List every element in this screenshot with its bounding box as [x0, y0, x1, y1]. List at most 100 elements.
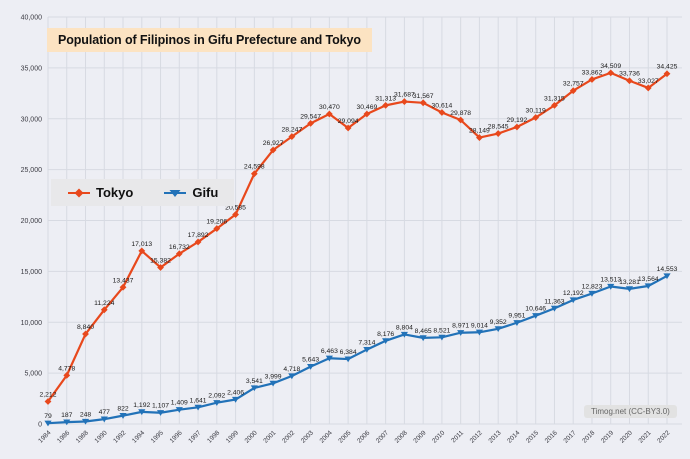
gifu-value-label: 12,823 — [582, 284, 603, 291]
tokyo-value-label: 30,470 — [319, 104, 340, 111]
tokyo-point-2010 — [438, 109, 446, 116]
tokyo-point-2005 — [344, 124, 352, 132]
tokyo-point-2015 — [532, 114, 540, 121]
gifu-point-2010 — [438, 334, 446, 341]
gifu-value-label: 5,643 — [302, 357, 319, 364]
chart-title: Population of Filipinos in Gifu Prefectu… — [47, 28, 372, 52]
tokyo-value-label: 34,509 — [600, 63, 621, 70]
tokyo-point-2016 — [551, 101, 558, 109]
tokyo-point-1986 — [63, 371, 71, 379]
gifu-point-2000 — [250, 385, 258, 392]
tokyo-value-label: 20,585 — [225, 205, 246, 212]
tokyo-value-label: 31,567 — [413, 93, 434, 100]
tokyo-point-1990 — [100, 306, 108, 314]
gifu-value-label: 248 — [80, 411, 92, 418]
y-tick-label: 30,000 — [21, 116, 43, 123]
tokyo-point-2013 — [494, 130, 502, 137]
tokyo-value-label: 31,687 — [394, 92, 415, 99]
gifu-point-2002 — [288, 373, 296, 380]
gifu-value-label: 8,804 — [396, 324, 413, 331]
tokyo-value-label: 33,736 — [619, 71, 640, 78]
gifu-value-label: 187 — [61, 412, 73, 419]
legend-item-tokyo: Tokyo — [67, 185, 133, 200]
tokyo-point-2007 — [382, 101, 390, 109]
tokyo-value-label: 29,878 — [450, 110, 471, 117]
tokyo-point-2017 — [569, 87, 577, 95]
tokyo-point-2021 — [644, 84, 652, 92]
tokyo-value-label: 34,425 — [657, 64, 678, 71]
gifu-value-label: 6,384 — [340, 349, 357, 356]
gifu-value-label: 9,951 — [508, 313, 525, 320]
tokyo-value-label: 2,212 — [39, 391, 56, 398]
gifu-point-2008 — [400, 331, 408, 338]
gifu-value-label: 8,176 — [377, 331, 394, 338]
gifu-point-1986 — [63, 419, 71, 426]
legend-label-gifu: Gifu — [192, 185, 219, 200]
gifu-point-2013 — [494, 326, 502, 333]
tokyo-value-label: 17,892 — [188, 232, 209, 239]
tokyo-value-label: 15,382 — [150, 257, 171, 264]
tokyo-point-2000 — [250, 170, 258, 178]
gifu-value-label: 8,465 — [415, 328, 432, 335]
chart-legend: Tokyo Gifu — [51, 179, 235, 206]
gifu-point-1996 — [175, 407, 183, 413]
gifu-value-label: 10,646 — [525, 306, 546, 313]
tokyo-value-label: 30,614 — [432, 103, 453, 110]
gifu-value-label: 4,718 — [283, 366, 300, 373]
tokyo-value-label: 30,119 — [526, 108, 547, 115]
gifu-point-1988 — [81, 418, 90, 425]
tokyo-value-label: 26,927 — [263, 140, 284, 147]
tokyo-point-2009 — [419, 99, 427, 107]
gifu-value-label: 12,192 — [563, 290, 584, 297]
gifu-point-2016 — [550, 305, 559, 312]
gifu-point-2011 — [457, 330, 465, 336]
gifu-value-label: 9,352 — [490, 319, 507, 326]
tokyo-point-2012 — [476, 134, 483, 141]
tokyo-series: 2,212 4,778 8,840 11,224 13,437 17,013 15,382 1… — [39, 63, 678, 405]
gifu-value-label: 8,971 — [452, 323, 469, 330]
tokyo-point-1996 — [175, 250, 183, 258]
gifu-value-label: 13,564 — [638, 276, 659, 283]
gifu-value-label: 13,281 — [619, 279, 640, 286]
tokyo-point-1994 — [138, 247, 146, 255]
gifu-point-2005 — [344, 356, 352, 363]
tokyo-value-label: 28,545 — [488, 124, 509, 131]
tokyo-point-2014 — [513, 123, 521, 131]
gifu-value-label: 11,363 — [544, 298, 565, 305]
tokyo-value-label: 32,757 — [563, 81, 584, 88]
tokyo-point-2006 — [363, 110, 371, 118]
gifu-value-label: 79 — [44, 413, 52, 420]
y-tick-label: 0 — [38, 422, 42, 429]
tokyo-point-2020 — [626, 77, 633, 85]
tokyo-value-label: 31,315 — [544, 95, 565, 102]
gifu-value-label: 3,541 — [246, 378, 263, 385]
gifu-point-1998 — [213, 400, 221, 406]
gifu-point-2021 — [644, 283, 652, 290]
tokyo-value-label: 30,469 — [356, 104, 377, 111]
tokyo-point-2008 — [400, 98, 408, 105]
gifu-value-label: 2,406 — [227, 390, 244, 397]
gifu-point-2007 — [382, 338, 390, 345]
y-tick-label: 25,000 — [21, 167, 43, 174]
gifu-point-1990 — [100, 416, 108, 423]
tokyo-point-2018 — [588, 76, 596, 83]
y-axis-tick-labels: 0 5,000 10,000 15,000 20,000 25,000 30,000 35,0… — [21, 15, 43, 429]
y-tick-label: 10,000 — [21, 320, 43, 327]
tokyo-point-1984 — [44, 398, 52, 405]
y-tick-label: 20,000 — [21, 218, 43, 225]
tokyo-value-label: 8,840 — [77, 324, 94, 331]
gifu-point-2009 — [419, 335, 427, 342]
gifu-point-1999 — [231, 396, 240, 403]
gifu-value-label: 822 — [117, 406, 129, 413]
gifu-point-1997 — [194, 404, 202, 411]
gifu-value-label: 1,107 — [152, 403, 169, 410]
tokyo-point-2001 — [269, 146, 277, 154]
gifu-point-1984 — [44, 420, 52, 427]
tokyo-point-2004 — [325, 110, 333, 118]
gifu-value-label: 2,092 — [208, 393, 225, 400]
gifu-value-label: 13,513 — [600, 277, 621, 284]
tokyo-point-1995 — [157, 264, 164, 271]
